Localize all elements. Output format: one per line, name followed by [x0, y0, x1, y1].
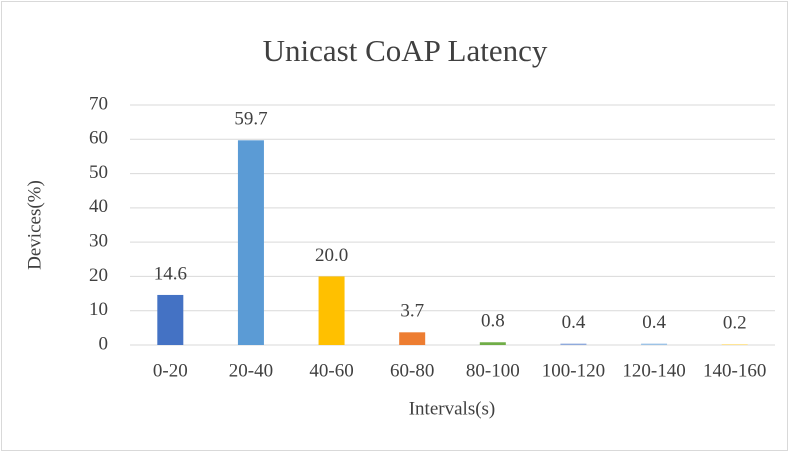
bar	[641, 343, 668, 345]
bar	[479, 342, 506, 345]
x-tick-label: 100-120	[542, 360, 605, 381]
bar	[560, 343, 587, 345]
y-tick-label: 10	[89, 299, 108, 320]
bar	[157, 294, 184, 345]
x-tick-label: 120-140	[622, 360, 685, 381]
value-label: 59.7	[234, 109, 267, 130]
y-axis-label: Devices(%)	[24, 180, 45, 270]
y-tick-label: 70	[89, 93, 108, 114]
y-tick-label: 40	[89, 196, 108, 217]
value-label: 3.7	[400, 301, 424, 322]
x-tick-label: 140-160	[703, 360, 766, 381]
value-label: 0.2	[723, 313, 747, 334]
chart-title: Unicast CoAP Latency	[263, 33, 548, 68]
x-tick-label: 0-20	[153, 360, 188, 381]
x-tick-label: 40-60	[309, 360, 353, 381]
value-label: 0.8	[481, 311, 505, 332]
y-tick-label: 0	[99, 333, 109, 354]
y-tick-label: 50	[89, 162, 108, 183]
y-tick-label: 20	[89, 265, 108, 286]
y-tick-label: 30	[89, 231, 108, 252]
bar	[399, 332, 426, 345]
x-tick-label: 60-80	[390, 360, 434, 381]
bar	[721, 344, 748, 345]
bar	[237, 140, 264, 345]
bar	[318, 276, 345, 345]
x-tick-label: 80-100	[466, 360, 520, 381]
value-label: 0.4	[642, 312, 666, 333]
value-label: 0.4	[562, 312, 586, 333]
x-axis-label: Intervals(s)	[409, 398, 496, 419]
value-label: 20.0	[315, 245, 348, 266]
value-label: 14.6	[154, 263, 187, 284]
x-tick-label: 20-40	[229, 360, 273, 381]
y-tick-label: 60	[89, 128, 108, 149]
